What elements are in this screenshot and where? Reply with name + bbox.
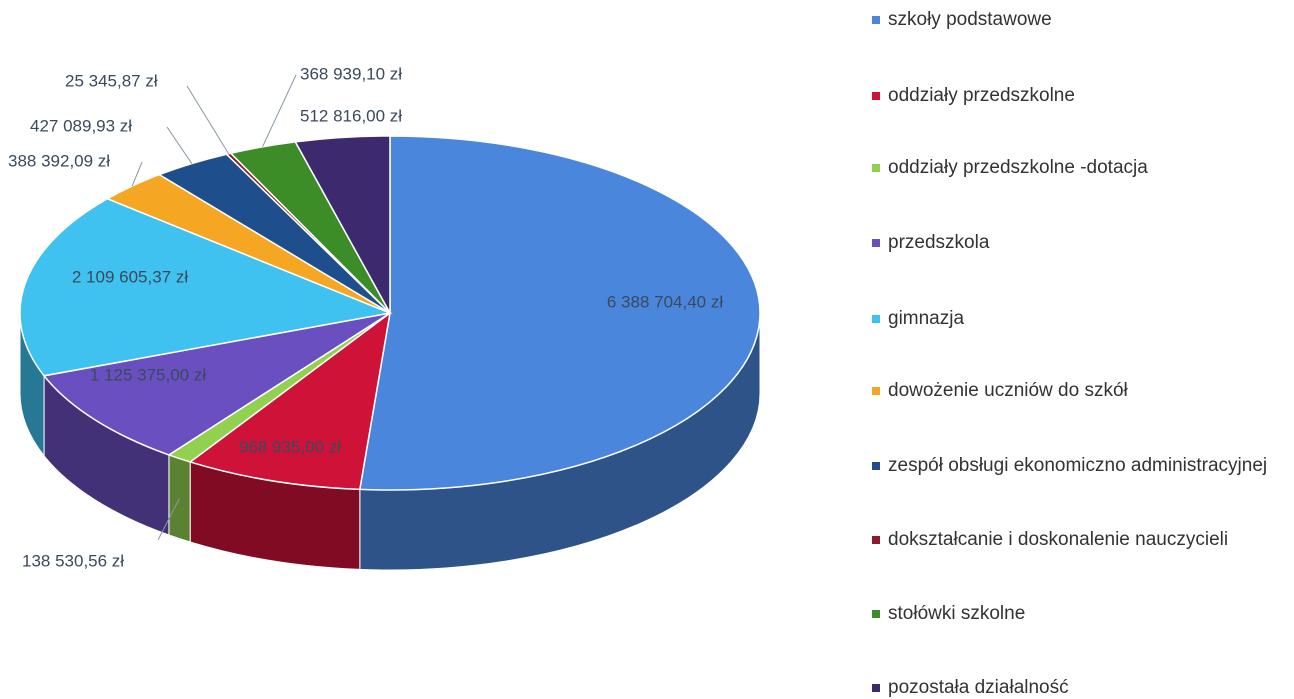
legend-label: dowożenie uczniów do szkół bbox=[888, 380, 1128, 401]
slice bbox=[42, 312, 391, 456]
legend-swatch bbox=[872, 684, 880, 692]
legend-swatch bbox=[872, 164, 880, 172]
data-label: 368 939,10 zł bbox=[300, 64, 402, 83]
legend-item: pozostała działalność bbox=[872, 674, 1294, 699]
legend-label: przedszkola bbox=[888, 232, 990, 253]
legend-item: szkoły podstawowe bbox=[872, 6, 1294, 33]
slice bbox=[358, 135, 761, 491]
legend-label: szkoły podstawowe bbox=[888, 9, 1052, 30]
slice bbox=[188, 311, 392, 491]
leader-line bbox=[262, 74, 297, 148]
slice-side bbox=[168, 454, 191, 543]
legend-swatch bbox=[872, 610, 880, 618]
data-label: 1 125 375,00 zł bbox=[90, 365, 206, 384]
legend-label: oddziały przedszkolne bbox=[888, 85, 1075, 106]
legend-label: oddziały przedszkolne -dotacja bbox=[888, 157, 1148, 178]
legend-item: zespół obsługi ekonomiczno administracyj… bbox=[872, 452, 1294, 479]
legend-swatch bbox=[872, 387, 880, 395]
data-label: 138 530,56 zł bbox=[22, 551, 124, 570]
data-label: 512 816,00 zł bbox=[300, 106, 402, 125]
legend-item: gimnazja bbox=[872, 305, 1294, 332]
leader-line bbox=[166, 126, 193, 164]
data-label: 968 935,00 zł bbox=[239, 437, 341, 456]
legend-swatch bbox=[872, 462, 880, 470]
legend-label: stołówki szkolne bbox=[888, 603, 1026, 624]
legend-item: oddziały przedszkolne -dotacja bbox=[872, 154, 1294, 181]
legend-item: stołówki szkolne bbox=[872, 600, 1294, 627]
legend-item: przedszkola bbox=[872, 229, 1294, 256]
legend-swatch bbox=[872, 239, 880, 247]
leader-line bbox=[131, 161, 143, 187]
data-label: 6 388 704,40 zł bbox=[607, 292, 723, 311]
data-label: 388 392,09 zł bbox=[8, 151, 110, 170]
legend-swatch bbox=[872, 315, 880, 323]
data-label: 25 345,87 zł bbox=[65, 71, 158, 90]
slice bbox=[294, 135, 391, 314]
leader-line bbox=[186, 85, 230, 154]
legend-swatch bbox=[872, 92, 880, 100]
legend-label: zespół obsługi ekonomiczno administracyj… bbox=[888, 455, 1268, 476]
legend-label: dokształcanie i doskonalenie nauczycieli bbox=[888, 529, 1229, 550]
legend-swatch bbox=[872, 16, 880, 24]
legend-swatch bbox=[872, 536, 880, 544]
data-label: 427 089,93 zł bbox=[30, 116, 132, 135]
pie-area: 6 388 704,40 zł 968 935,00 zł 138 530,56 z… bbox=[8, 64, 761, 571]
legend-label: gimnazja bbox=[888, 308, 965, 329]
legend-item: dowożenie uczniów do szkół bbox=[872, 377, 1294, 404]
legend-item: oddziały przedszkolne bbox=[872, 82, 1294, 109]
leader-line bbox=[157, 498, 180, 541]
slice bbox=[19, 197, 393, 377]
legend-item: dokształcanie i doskonalenie nauczycieli bbox=[872, 526, 1294, 553]
data-label: 2 109 605,37 zł bbox=[72, 267, 188, 286]
legend-label: pozostała działalność bbox=[888, 677, 1069, 698]
